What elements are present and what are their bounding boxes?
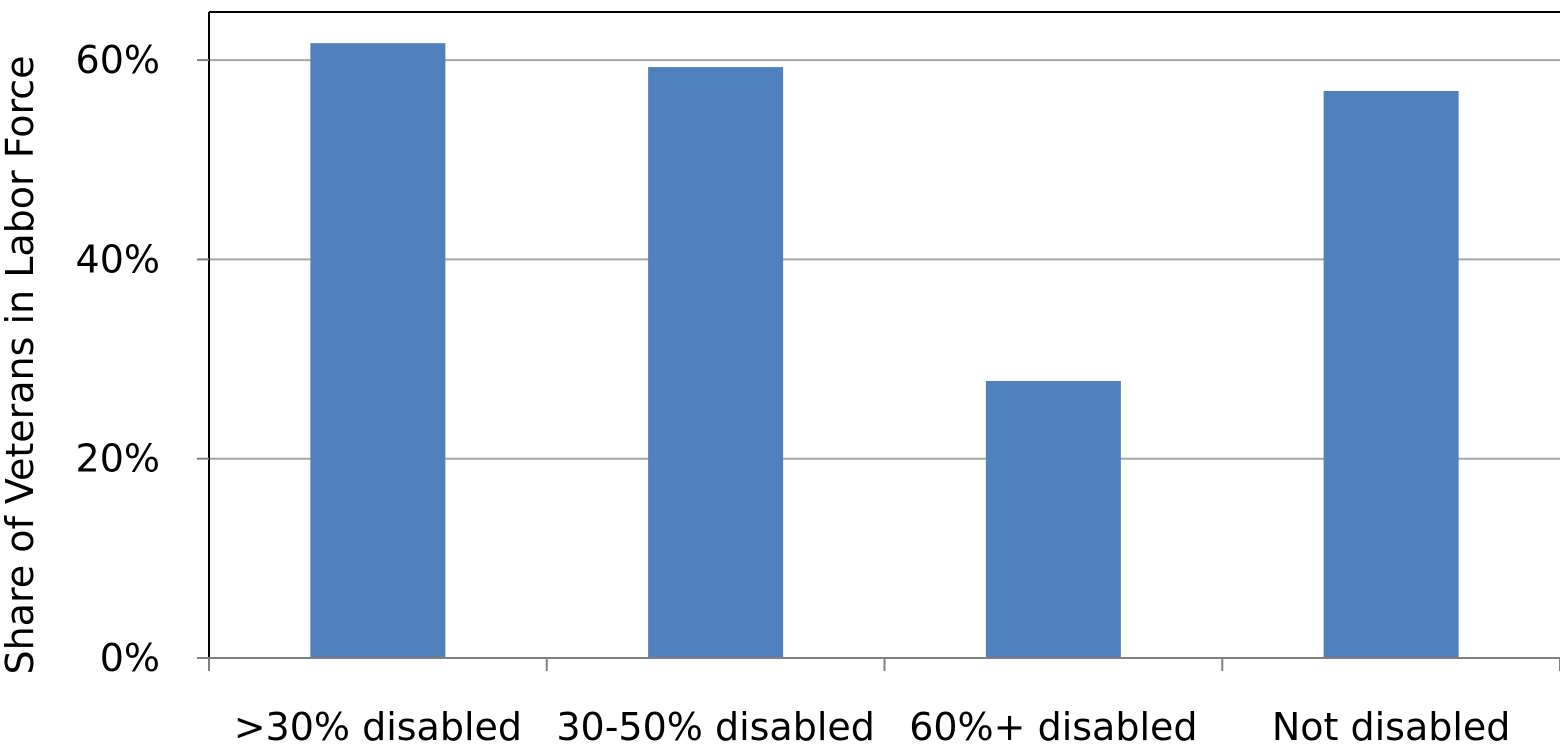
y-tick-label: 60%: [76, 38, 160, 82]
axes: [197, 11, 1560, 671]
y-tick-labels: 0% 20% 40% 60%: [76, 38, 160, 680]
bar: [985, 380, 1121, 658]
bar: [310, 43, 446, 659]
y-tick-label: 40%: [76, 237, 160, 281]
x-tick-label: 60%+ disabled: [909, 705, 1197, 749]
y-axis-title: Share of Veterans in Labor Force: [0, 55, 42, 674]
y-tick-label: 20%: [76, 437, 160, 481]
y-tick-label: 0%: [100, 636, 160, 680]
x-tick-label: 30-50% disabled: [556, 705, 875, 749]
bars: [310, 43, 1459, 659]
x-tick-labels: >30% disabled 30-50% disabled 60%+ disable…: [234, 705, 1511, 749]
x-tick-label: Not disabled: [1272, 705, 1511, 749]
bar: [648, 67, 784, 658]
bar: [1323, 90, 1459, 658]
x-tick-label: >30% disabled: [234, 705, 522, 749]
